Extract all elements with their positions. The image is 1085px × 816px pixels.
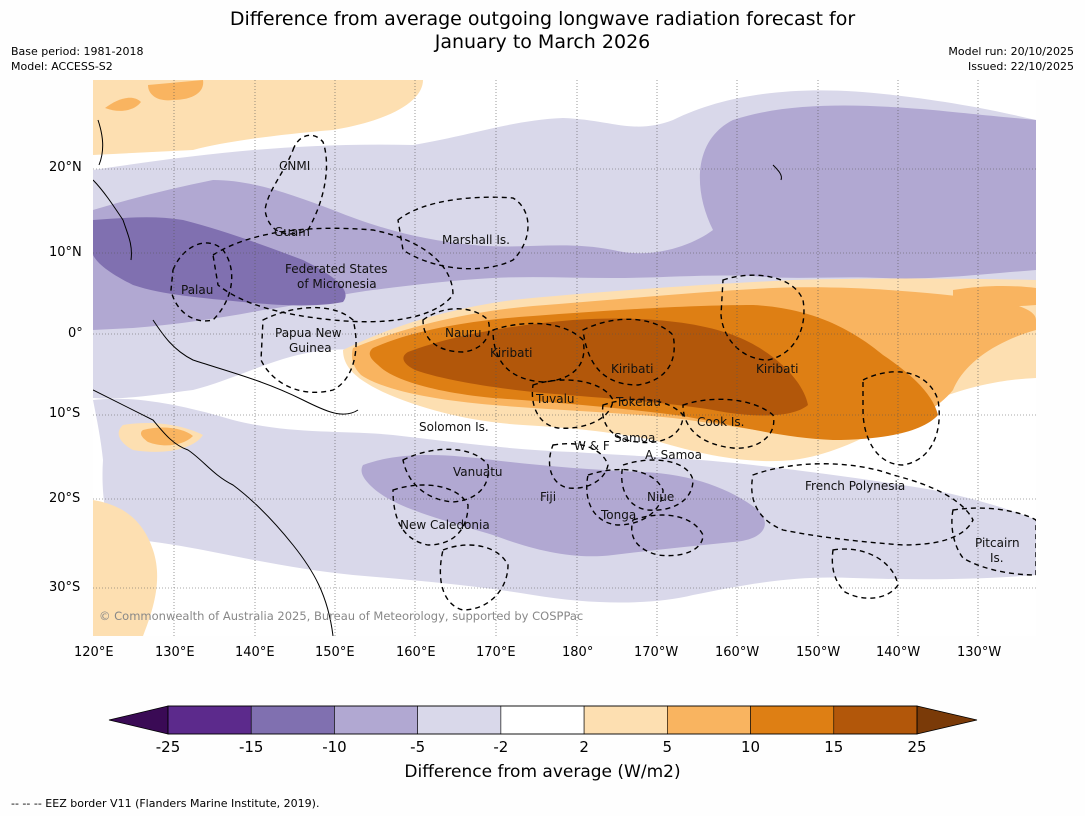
title-line-1: Difference from average outgoing longwav…	[229, 8, 856, 30]
lat-label-0: 0°	[68, 326, 83, 341]
label-newcal: New Caledonia	[400, 518, 490, 532]
colorbar-tick-label: -2	[493, 738, 509, 756]
eez-footnote: -- -- -- EEZ border V11 (Flanders Marine…	[11, 797, 320, 810]
colorbar-segment	[250, 705, 335, 735]
lat-label-10s: 10°S	[49, 406, 81, 421]
lat-label-20s: 20°S	[49, 491, 81, 506]
colorbar-tick-label: -25	[155, 738, 181, 756]
colorbar-segment	[667, 705, 751, 735]
coastlines	[93, 119, 782, 636]
lon-label-150w: 150°W	[796, 645, 841, 660]
colorbar-tick-label: -5	[410, 738, 426, 756]
lat-label-20n: 20°N	[49, 160, 82, 175]
colorbar-tick-label: 25	[907, 738, 927, 756]
anomaly-negative-medium-north	[93, 105, 1036, 330]
map-title: Difference from average outgoing longwav…	[0, 8, 1085, 54]
label-samoa: Samoa	[614, 431, 655, 445]
label-frpoly: French Polynesia	[805, 479, 905, 493]
lat-label-30s: 30°S	[49, 580, 81, 595]
colorbar	[108, 705, 978, 735]
model-name: Model: ACCESS-S2	[11, 60, 113, 73]
label-solomon: Solomon Is.	[419, 420, 489, 434]
label-png-1: Papua New	[275, 326, 342, 340]
lon-label-140e: 140°E	[235, 645, 275, 660]
place-labels: CNMI Guam Marshall Is. Federated States …	[181, 159, 1020, 565]
lon-label-130e: 130°E	[155, 645, 195, 660]
label-marshall: Marshall Is.	[442, 233, 510, 247]
label-niue: Niue	[647, 490, 674, 504]
base-period: Base period: 1981-2018	[11, 45, 144, 58]
colorbar-tick-label: -15	[238, 738, 264, 756]
colorbar-tick-label: 5	[662, 738, 673, 756]
label-guam: Guam	[274, 225, 310, 239]
meta-left: Base period: 1981-2018 Model: ACCESS-S2	[11, 44, 143, 74]
colorbar-under-arrow	[108, 705, 169, 735]
gridlines	[93, 80, 1036, 636]
lon-label-170w: 170°W	[634, 645, 679, 660]
label-palau: Palau	[181, 283, 213, 297]
colorbar-segment	[750, 705, 835, 735]
colorbar-segment	[417, 705, 502, 735]
colorbar-segment	[500, 705, 585, 735]
copyright-notice: © Commonwealth of Australia 2025, Bureau…	[99, 609, 583, 623]
lon-label-180: 180°	[562, 645, 594, 660]
anomaly-positive-east	[953, 285, 1036, 307]
anomaly-positive-max-equator	[403, 318, 808, 416]
label-fsm-1: Federated States	[285, 262, 387, 276]
label-cnmi: CNMI	[279, 159, 310, 173]
colorbar-label: Difference from average (W/m2)	[404, 762, 681, 782]
label-tokelau: Tokelau	[615, 395, 661, 409]
colorbar-over-arrow	[916, 705, 978, 735]
label-kiribati-3: Kiribati	[756, 362, 798, 376]
issued-date: Issued: 22/10/2025	[967, 60, 1074, 73]
label-tuvalu: Tuvalu	[535, 392, 575, 406]
lon-label-130w: 130°W	[957, 645, 1002, 660]
colorbar-segment	[583, 705, 668, 735]
colorbar-tick-label: -10	[322, 738, 347, 756]
label-wf: W & F	[574, 439, 610, 453]
label-fiji: Fiji	[540, 490, 556, 504]
olr-anomaly-map: CNMI Guam Marshall Is. Federated States …	[93, 80, 1036, 636]
colorbar-segment	[167, 705, 252, 735]
eez-borders	[170, 134, 1036, 611]
lon-label-140w: 140°W	[876, 645, 921, 660]
label-tonga: Tonga	[600, 508, 636, 522]
lon-label-120e: 120°E	[74, 645, 114, 660]
colorbar-tick-label: 2	[579, 738, 589, 756]
colorbar-segment	[833, 705, 918, 735]
label-cook: Cook Is.	[697, 415, 744, 429]
anomaly-negative-medium-south	[361, 455, 765, 557]
title-line-2: January to March 2026	[434, 31, 651, 53]
anomaly-positive-nw-inner2	[105, 97, 141, 111]
anomaly-negative-dark-north	[93, 217, 346, 306]
lat-label-10n: 10°N	[49, 245, 82, 260]
label-png-2: Guinea	[289, 341, 332, 355]
label-pitcairn-2: Is.	[990, 551, 1004, 565]
label-kiribati-2: Kiribati	[611, 362, 653, 376]
label-fsm-2: of Micronesia	[297, 277, 377, 291]
colorbar-segment	[334, 705, 418, 735]
lon-label-160e: 160°E	[396, 645, 436, 660]
lon-label-150e: 150°E	[315, 645, 355, 660]
anomaly-positive-sw	[93, 500, 158, 636]
lon-label-160w: 160°W	[715, 645, 760, 660]
label-asamoa: A. Samoa	[645, 448, 702, 462]
colorbar-frame	[167, 705, 918, 735]
colorbar-tick-label: 15	[824, 738, 844, 756]
model-run: Model run: 20/10/2025	[948, 45, 1074, 58]
label-kiribati-1: Kiribati	[490, 346, 532, 360]
colorbar-tick-label: 10	[741, 738, 761, 756]
meta-right: Model run: 20/10/2025 Issued: 22/10/2025	[948, 44, 1074, 74]
anomaly-positive-nw-inner	[148, 80, 204, 101]
label-nauru: Nauru	[445, 326, 481, 340]
label-pitcairn-1: Pitcairn	[975, 536, 1020, 550]
lon-label-170e: 170°E	[476, 645, 516, 660]
label-vanuatu: Vanuatu	[453, 465, 503, 479]
